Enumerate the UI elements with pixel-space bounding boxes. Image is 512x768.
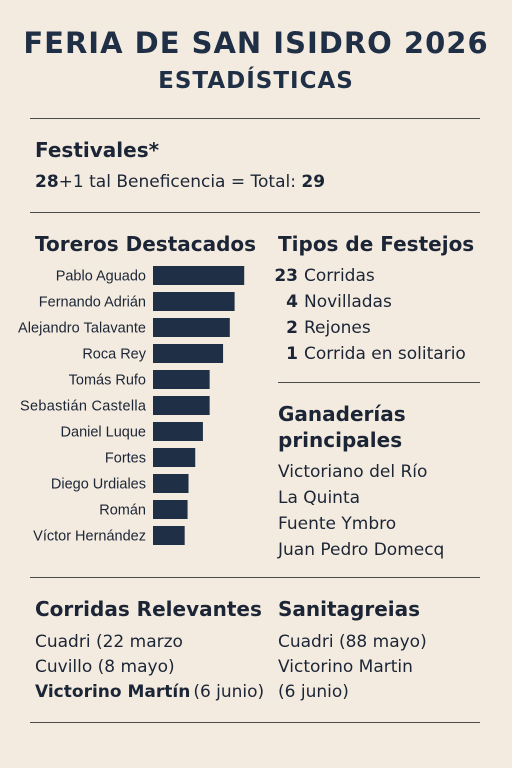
list-item: 4 Novilladas	[274, 292, 392, 312]
bar-label: Roca Rey	[82, 347, 146, 363]
list-item: Fuente Ymbro	[278, 514, 397, 534]
page-subtitle: ESTADÍSTICAS	[158, 68, 354, 94]
bar-label: Víctor Hernández	[33, 529, 146, 545]
bar	[153, 266, 245, 285]
bar-label: Daniel Luque	[61, 425, 146, 441]
corridas-date: (6 junio)	[193, 682, 265, 702]
bar	[153, 292, 235, 311]
tipos-label: Novilladas	[304, 292, 392, 312]
divider	[30, 118, 480, 119]
bar	[153, 448, 196, 467]
bar-label: Fortes	[105, 451, 146, 467]
list-item: Victorino Martín (6 junio)	[35, 682, 264, 702]
tipos-heading: Tipos de Festejos	[278, 232, 475, 256]
list-item: Victorino Martin	[278, 657, 413, 677]
list-item: (6 junio)	[278, 682, 349, 702]
divider	[30, 212, 480, 213]
list-item: 1 Corrida en solitario	[274, 344, 466, 364]
bar-label: Pablo Aguado	[56, 269, 146, 285]
list-item: 23 Corridas	[274, 266, 375, 286]
bar-label: Sebastián Castella	[20, 399, 147, 415]
tipos-count: 2	[286, 318, 298, 338]
bar	[153, 474, 189, 493]
festivales-heading: Festivales*	[35, 138, 160, 162]
festivales-count: 28	[35, 172, 59, 192]
bar	[153, 526, 185, 545]
list-item: Victoriano del Río	[278, 462, 428, 482]
festivales-note: tal Beneficencia = Total:	[83, 172, 302, 192]
bar	[153, 344, 224, 363]
bar	[153, 370, 210, 389]
list-item: Cuadri (88 mayo)	[278, 632, 427, 652]
list-item: 2 Rejones	[274, 318, 371, 338]
festivales-total: 29	[301, 172, 326, 192]
bar-label: Diego Urdiales	[51, 477, 146, 493]
divider	[278, 382, 480, 383]
bar-label: Tomás Rufo	[69, 373, 146, 389]
corridas-heading: Corridas Relevantes	[35, 597, 262, 621]
tipos-count: 4	[286, 292, 298, 312]
list-item: Cuadri (22 marzo	[35, 632, 183, 652]
tipos-count: 1	[286, 344, 298, 364]
festivales-extra: +1	[58, 172, 84, 192]
tipos-count: 23	[274, 266, 298, 286]
page-title: FERIA DE SAN ISIDRO 2026	[23, 26, 489, 60]
bar	[153, 422, 203, 441]
list-item: Juan Pedro Domecq	[278, 540, 445, 560]
bar	[153, 396, 210, 415]
ganaderias-heading: Ganaderías	[278, 402, 406, 426]
bar	[153, 500, 188, 519]
bar-label: Román	[99, 503, 146, 519]
bar-label: Alejandro Talavante	[18, 321, 146, 337]
tipos-label: Corridas	[304, 266, 375, 286]
divider	[30, 722, 480, 723]
sanitagreias-heading: Sanitagreias	[278, 597, 421, 621]
list-item: Cuvillo (8 mayo)	[35, 657, 175, 677]
corridas-ganaderia: Victorino Martín	[35, 682, 191, 702]
bar-label: Fernando Adrián	[39, 295, 146, 311]
tipos-label: Corrida en solitario	[304, 344, 466, 364]
bar	[153, 318, 230, 337]
festivales-total-line: 28+1 tal Beneficencia = Total: 29	[35, 172, 325, 192]
ganaderias-heading-line2: principales	[278, 428, 403, 452]
toreros-heading: Toreros Destacados	[35, 232, 257, 256]
divider	[30, 577, 480, 578]
toreros-bar-chart: Pablo Aguado Fernando Adrián Alejandro Tal…	[18, 266, 245, 545]
list-item: La Quinta	[278, 488, 361, 508]
tipos-label: Rejones	[304, 318, 371, 338]
